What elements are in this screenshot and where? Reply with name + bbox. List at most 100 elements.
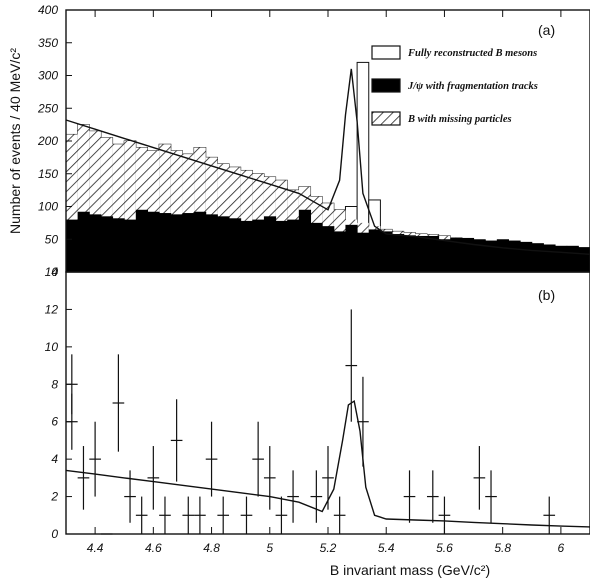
solid-bar bbox=[368, 229, 381, 272]
panel-a-plot: 0 50 100 150 200 250 300 350 400 (a) Fully recon… bbox=[7, 3, 590, 279]
solid-bar bbox=[508, 240, 521, 272]
y-tick-label: 10 bbox=[45, 340, 59, 354]
panel-a-bars bbox=[65, 61, 590, 273]
solid-bar bbox=[450, 237, 463, 272]
panel-b-fit-curve bbox=[65, 399, 590, 528]
solid-bar bbox=[147, 211, 160, 272]
solid-bar bbox=[89, 214, 102, 272]
hatched-bar bbox=[170, 150, 183, 272]
y-tick-label: 300 bbox=[38, 69, 58, 83]
legend-label-hatched: B with missing particles bbox=[407, 114, 512, 125]
y-tick-label: 4 bbox=[51, 452, 58, 466]
solid-bar bbox=[496, 239, 509, 272]
hatched-bar bbox=[66, 134, 78, 272]
solid-bar bbox=[170, 214, 183, 272]
hatched-bar bbox=[89, 131, 101, 272]
legend-label-open: Fully reconstructed B mesons bbox=[407, 48, 537, 59]
solid-bar bbox=[531, 243, 544, 272]
solid-bar bbox=[229, 218, 242, 272]
solid-bar bbox=[287, 219, 300, 272]
y-tick-label: 350 bbox=[38, 36, 58, 50]
solid-bar bbox=[485, 240, 498, 272]
legend-swatch-open bbox=[371, 45, 401, 60]
panel-a-fit-curve bbox=[65, 68, 590, 255]
solid-bar bbox=[240, 220, 253, 272]
y-tick-label: 150 bbox=[38, 167, 58, 181]
solid-bar bbox=[345, 224, 358, 272]
solid-bar bbox=[182, 213, 195, 272]
x-tick-label: 4.8 bbox=[203, 541, 220, 555]
solid-bar bbox=[438, 239, 451, 272]
solid-bar bbox=[543, 244, 556, 272]
solid-bar bbox=[112, 218, 125, 272]
solid-bar bbox=[77, 211, 90, 272]
y-tick-label: 8 bbox=[51, 377, 58, 391]
solid-bar bbox=[333, 231, 346, 272]
solid-bar bbox=[426, 235, 440, 272]
solid-bar bbox=[357, 232, 370, 272]
solid-bar bbox=[66, 219, 79, 272]
solid-bar bbox=[322, 226, 335, 272]
y-tick-label: 2 bbox=[50, 490, 58, 504]
panel-a-label: (a) bbox=[538, 22, 555, 38]
panel-a-y-axis-label: Number of events / 40 MeV/c² bbox=[7, 48, 23, 234]
solid-bar bbox=[392, 234, 405, 272]
solid-bar bbox=[252, 219, 265, 272]
panel-b-points bbox=[66, 309, 556, 535]
solid-bar bbox=[275, 220, 288, 272]
solid-bar bbox=[263, 216, 277, 272]
y-tick-label: 100 bbox=[38, 200, 58, 214]
solid-bar bbox=[124, 219, 137, 272]
x-tick-label: 5.4 bbox=[378, 541, 395, 555]
y-tick-label: 14 bbox=[45, 265, 59, 279]
solid-bar bbox=[520, 241, 533, 272]
y-tick-label: 0 bbox=[51, 527, 58, 541]
y-tick-label: 6 bbox=[51, 415, 58, 429]
y-tick-label: 200 bbox=[37, 134, 58, 148]
y-tick-label: 250 bbox=[37, 101, 58, 115]
solid-bar bbox=[100, 216, 114, 272]
x-tick-label: 5.6 bbox=[436, 541, 453, 555]
hatched-bar bbox=[77, 124, 90, 272]
hatched-bar bbox=[112, 144, 125, 272]
hatched-bar bbox=[100, 137, 113, 272]
y-tick-label: 12 bbox=[45, 302, 59, 316]
hatched-bar bbox=[124, 141, 136, 272]
solid-bar bbox=[473, 239, 486, 272]
solid-bar bbox=[461, 237, 475, 272]
panel-b-y-ticks: 0 2 4 6 8 10 12 14 bbox=[45, 265, 72, 541]
hatched-bar bbox=[194, 147, 206, 272]
solid-bar bbox=[217, 216, 230, 272]
x-tick-label: 4.4 bbox=[87, 541, 104, 555]
solid-bar bbox=[159, 213, 172, 272]
solid-bar bbox=[566, 245, 579, 272]
solid-bar bbox=[205, 214, 218, 272]
y-tick-label: 0 bbox=[51, 265, 58, 279]
solid-bar bbox=[194, 211, 207, 272]
x-tick-label: 5.8 bbox=[494, 541, 511, 555]
solid-bar bbox=[403, 235, 416, 272]
y-tick-label: 50 bbox=[45, 232, 59, 246]
x-tick-label: 5 bbox=[266, 541, 273, 555]
solid-bar bbox=[578, 247, 590, 272]
x-tick-label: 6 bbox=[558, 541, 565, 555]
solid-bar bbox=[135, 209, 149, 272]
hatched-bar bbox=[159, 144, 171, 272]
y-tick-label: 400 bbox=[38, 3, 58, 17]
x-axis-label: B invariant mass (GeV/c²) bbox=[330, 562, 490, 578]
solid-bar bbox=[380, 231, 393, 272]
panel-b-label: (b) bbox=[538, 287, 555, 303]
x-tick-label: 5.2 bbox=[320, 541, 337, 555]
solid-bar bbox=[415, 235, 428, 272]
legend: Fully reconstructed B mesons J/ψ with fr… bbox=[371, 45, 538, 126]
solid-bar bbox=[310, 222, 323, 272]
solid-bar bbox=[298, 209, 312, 272]
hatched-bar bbox=[147, 150, 160, 272]
panel-a-y-ticks: 0 50 100 150 200 250 300 350 400 bbox=[37, 3, 72, 279]
legend-swatch-solid bbox=[371, 78, 401, 93]
solid-bar bbox=[555, 245, 568, 272]
x-tick-label: 4.6 bbox=[145, 541, 162, 555]
legend-swatch-hatched bbox=[371, 111, 401, 126]
